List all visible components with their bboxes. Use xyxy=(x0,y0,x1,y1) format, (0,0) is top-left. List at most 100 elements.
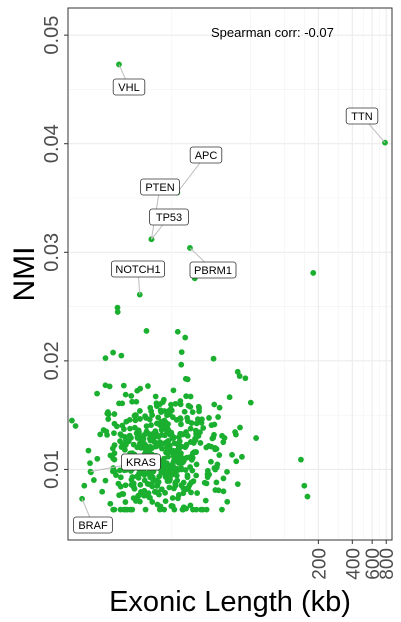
data-point xyxy=(226,394,233,401)
data-point xyxy=(237,424,243,431)
data-point xyxy=(137,481,144,488)
data-point xyxy=(147,437,154,444)
data-point xyxy=(159,445,165,452)
data-point xyxy=(206,415,212,421)
data-point xyxy=(140,433,147,440)
data-point xyxy=(213,446,220,452)
gene-label-text: VHL xyxy=(118,82,139,94)
data-point xyxy=(166,408,173,415)
data-point xyxy=(298,456,304,463)
data-point xyxy=(104,431,110,438)
data-point xyxy=(169,495,176,501)
data-point xyxy=(141,477,148,484)
data-point xyxy=(174,328,181,335)
data-point xyxy=(212,466,219,473)
data-point xyxy=(132,417,139,424)
data-point xyxy=(301,482,308,489)
data-point xyxy=(143,328,150,334)
data-point xyxy=(97,431,104,438)
data-point xyxy=(216,404,223,411)
data-point xyxy=(157,401,163,407)
data-point xyxy=(118,352,125,359)
data-point xyxy=(184,485,190,492)
data-point xyxy=(117,474,124,481)
data-point xyxy=(168,401,174,408)
data-point xyxy=(189,506,196,513)
data-point xyxy=(138,489,144,495)
data-points xyxy=(69,61,388,513)
data-point xyxy=(72,423,79,429)
data-point xyxy=(175,440,182,447)
data-point xyxy=(170,463,177,470)
plot-border xyxy=(67,7,393,541)
data-point xyxy=(158,409,164,416)
data-point xyxy=(239,453,245,460)
gene-label-text: PBRM1 xyxy=(194,265,232,277)
data-point xyxy=(119,422,126,429)
data-point xyxy=(147,494,153,501)
data-point xyxy=(143,423,150,430)
data-point xyxy=(141,472,148,478)
data-point xyxy=(176,445,182,452)
data-point xyxy=(153,477,160,484)
data-point xyxy=(202,497,209,504)
data-point xyxy=(187,393,194,400)
data-point xyxy=(116,400,122,407)
data-point xyxy=(110,349,116,356)
data-point xyxy=(194,490,201,496)
data-point xyxy=(113,423,120,430)
y-axis-title: NMI xyxy=(8,247,41,302)
data-point xyxy=(203,480,210,487)
data-point xyxy=(122,499,129,505)
data-point xyxy=(134,444,141,451)
y-tick-label: 0.04 xyxy=(41,124,63,163)
data-point xyxy=(141,492,147,499)
data-point xyxy=(168,503,175,509)
data-point xyxy=(85,447,92,454)
gene-label-text: NOTCH1 xyxy=(115,264,160,276)
data-point xyxy=(182,467,189,473)
data-point xyxy=(199,416,205,423)
labeled-point xyxy=(136,291,143,298)
gene-label-ttn: TTN xyxy=(345,107,386,143)
data-point xyxy=(170,434,177,441)
data-point xyxy=(191,449,198,456)
data-point xyxy=(116,467,123,474)
data-point xyxy=(87,460,93,467)
data-point xyxy=(220,475,227,482)
data-point xyxy=(137,408,143,414)
data-point xyxy=(119,490,126,497)
data-point xyxy=(147,470,153,477)
data-point xyxy=(142,506,149,513)
gene-label-text: PTEN xyxy=(145,182,174,194)
data-point xyxy=(178,349,185,356)
data-point xyxy=(178,361,185,368)
data-point xyxy=(219,432,225,439)
data-point xyxy=(129,506,136,513)
data-point xyxy=(161,432,168,439)
data-point xyxy=(81,482,88,489)
data-point xyxy=(122,442,129,448)
gene-label-box xyxy=(189,261,237,279)
data-point xyxy=(184,474,191,481)
data-point xyxy=(212,487,219,493)
data-point xyxy=(187,502,194,509)
data-point xyxy=(105,416,112,422)
data-point xyxy=(162,474,169,480)
data-point xyxy=(189,409,196,415)
gene-label-box xyxy=(111,260,166,278)
gene-label-braf: BRAF xyxy=(73,498,113,534)
data-point xyxy=(149,412,156,419)
x-axis-title: Exonic Length (kb) xyxy=(109,586,351,618)
data-point xyxy=(210,355,217,362)
gene-label-apc: APC xyxy=(176,146,223,193)
data-point xyxy=(99,488,106,495)
data-point xyxy=(188,479,195,486)
data-point xyxy=(168,470,175,476)
data-point xyxy=(215,414,221,420)
data-point xyxy=(120,382,127,389)
y-tick-label: 0.05 xyxy=(41,16,63,55)
data-point xyxy=(185,402,192,409)
data-point xyxy=(156,473,163,480)
